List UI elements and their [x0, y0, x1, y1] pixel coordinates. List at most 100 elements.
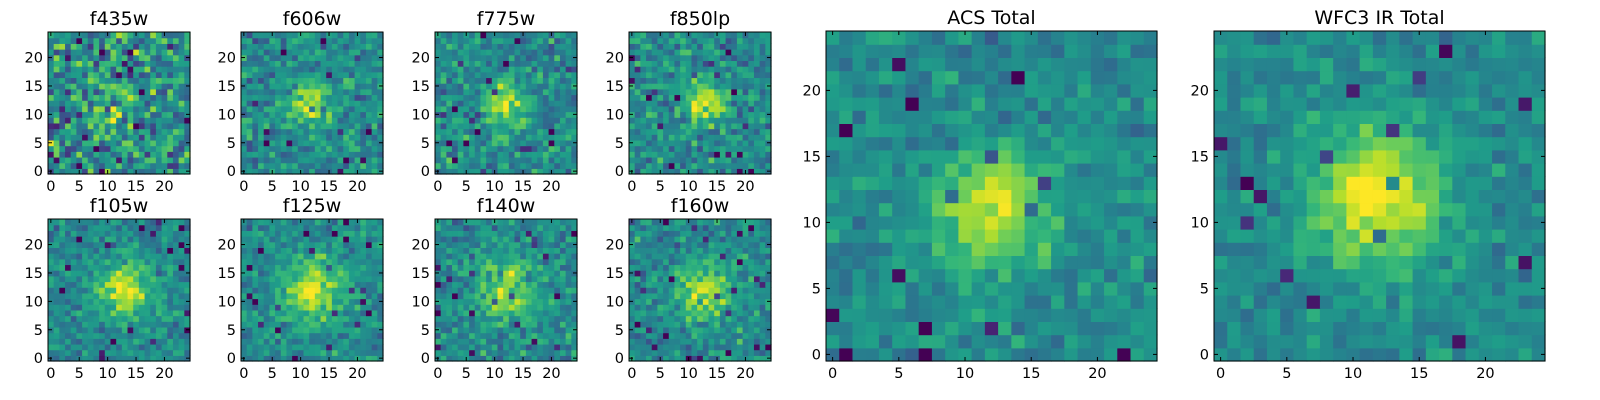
heatmap-cell — [167, 54, 174, 61]
heatmap-cell — [435, 264, 442, 271]
heatmap-cell — [65, 287, 72, 294]
heatmap-cell — [486, 162, 493, 169]
heatmap-cell — [474, 275, 482, 283]
heatmap-cell — [674, 94, 681, 101]
heatmap-cell — [155, 304, 163, 311]
heatmap-cell — [457, 71, 464, 79]
heatmap-cell — [697, 349, 704, 356]
heatmap-cell — [258, 343, 265, 351]
heatmap-cell — [314, 230, 322, 237]
heatmap-cell — [246, 83, 253, 90]
heatmap-cell — [127, 315, 134, 322]
heatmap-cell — [680, 105, 687, 113]
heatmap-cell — [725, 111, 732, 118]
heatmap-cell — [269, 315, 276, 322]
heatmap-cell — [525, 315, 533, 322]
heatmap-cell — [178, 71, 185, 79]
heatmap-cell — [161, 241, 168, 248]
heatmap-cell — [753, 332, 761, 339]
y-tick-label: 20 — [412, 238, 430, 254]
heatmap-cell — [748, 43, 755, 50]
heatmap-cell — [548, 43, 555, 50]
heatmap-cell — [629, 281, 636, 288]
heatmap-cell — [629, 117, 636, 124]
heatmap-cell — [486, 77, 493, 84]
heatmap-cell — [275, 275, 282, 283]
heatmap-cell — [651, 111, 658, 118]
heatmap-cell — [435, 49, 442, 56]
heatmap-cell — [651, 281, 658, 288]
heatmap-cell — [565, 219, 572, 226]
heatmap-cell — [371, 281, 378, 288]
heatmap-cell — [348, 264, 356, 271]
heatmap-cell — [634, 326, 641, 334]
heatmap-cell — [309, 253, 316, 260]
heatmap-cell — [172, 253, 180, 260]
heatmap-cell — [548, 37, 555, 44]
heatmap-cell — [531, 54, 538, 61]
heatmap-cell — [76, 71, 83, 79]
heatmap-cell — [759, 134, 766, 141]
heatmap-cell — [133, 43, 140, 50]
heatmap-cell — [297, 241, 305, 248]
heatmap-cell — [167, 258, 174, 266]
heatmap-cell — [759, 326, 766, 334]
heatmap-cell — [280, 219, 288, 226]
heatmap-cell — [554, 326, 561, 334]
heatmap-cell — [360, 287, 367, 294]
heatmap-cell — [651, 83, 658, 90]
heatmap-cell — [646, 49, 653, 56]
heatmap-cell — [753, 43, 761, 50]
heatmap-cell — [59, 298, 66, 305]
heatmap-cell — [503, 275, 510, 283]
heatmap-cell — [736, 315, 744, 322]
heatmap-cell — [435, 128, 442, 135]
heatmap-cell — [548, 94, 555, 101]
heatmap-cell — [178, 60, 185, 67]
heatmap-cell — [297, 83, 305, 90]
heatmap-cell — [365, 162, 373, 169]
heatmap-cell — [634, 111, 641, 118]
heatmap-cell — [320, 241, 327, 248]
heatmap-cell — [452, 94, 459, 101]
heatmap-cell — [337, 332, 344, 339]
heatmap-cell — [565, 236, 572, 243]
heatmap-cell — [702, 332, 710, 339]
heatmap-cell — [480, 287, 487, 294]
heatmap-cell — [275, 77, 282, 84]
heatmap-cell — [365, 241, 373, 248]
heatmap-cell — [303, 37, 310, 44]
heatmap-cell — [742, 88, 749, 96]
heatmap-cell — [377, 77, 384, 84]
heatmap-cell — [646, 309, 653, 317]
heatmap-cell — [150, 264, 157, 271]
heatmap-cell — [719, 298, 727, 305]
heatmap-cell — [127, 43, 134, 50]
heatmap-cell — [520, 326, 527, 334]
heatmap-cell — [326, 128, 333, 135]
heatmap-cell — [674, 117, 681, 124]
heatmap-cell — [82, 32, 89, 39]
heatmap-cell — [337, 304, 344, 311]
heatmap-cell — [452, 117, 459, 124]
heatmap-cell — [559, 219, 567, 226]
heatmap-cell — [138, 338, 146, 345]
heatmap-cell — [742, 94, 749, 101]
heatmap-cell — [252, 145, 259, 152]
heatmap-cell — [155, 122, 163, 130]
heatmap-cell — [759, 292, 766, 300]
heatmap-cell — [172, 292, 180, 300]
heatmap-cell — [127, 71, 134, 79]
heatmap-cell — [559, 332, 567, 339]
heatmap-cell — [297, 128, 305, 135]
heatmap-cell — [680, 315, 687, 322]
heatmap-cell — [343, 83, 350, 90]
heatmap-cell — [469, 326, 476, 334]
heatmap-cell — [685, 349, 693, 356]
heatmap-cell — [292, 54, 299, 61]
heatmap-cell — [548, 117, 555, 124]
y-tick-label: 15 — [412, 79, 430, 95]
heatmap-cell — [714, 270, 721, 277]
heatmap-cell — [53, 145, 60, 152]
heatmap-cell — [82, 338, 89, 345]
